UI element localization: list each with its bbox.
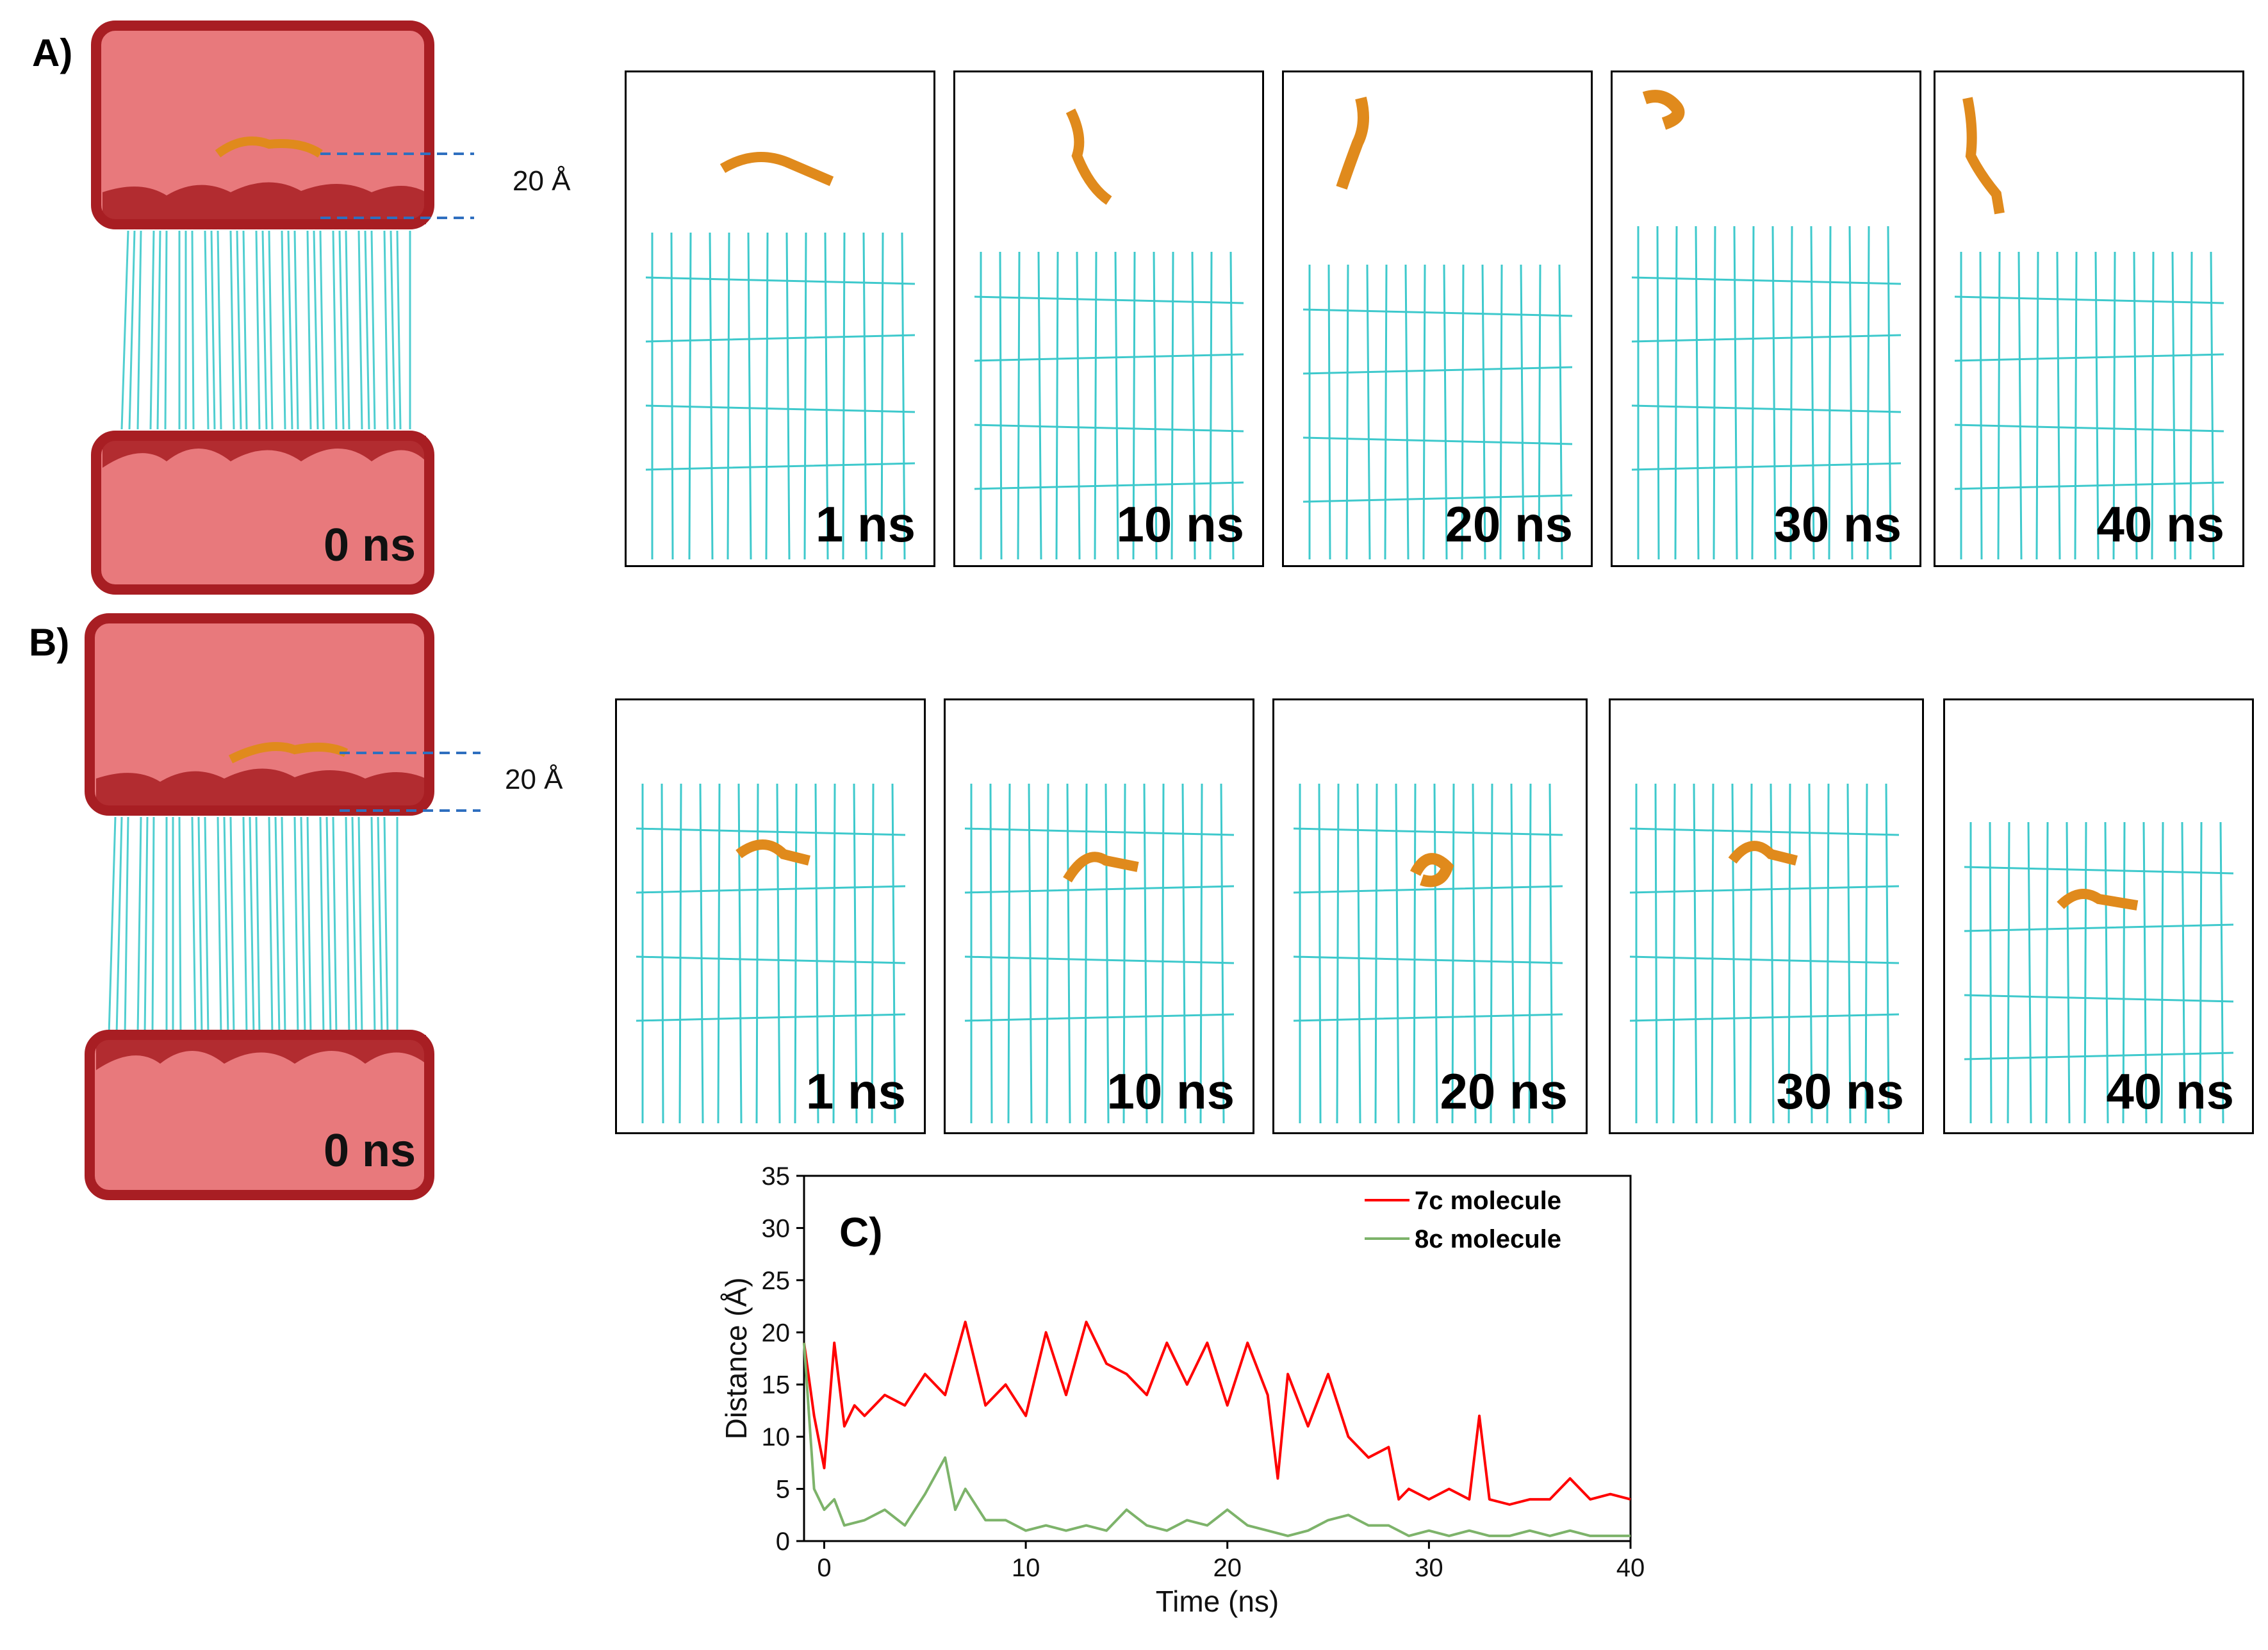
y-tick-label: 30	[762, 1214, 791, 1242]
panel-b-snapshot-40ns: 40 ns	[1943, 698, 2254, 1134]
x-tick-label: 40	[1616, 1554, 1645, 1582]
distance-time-chart: 0 5 10 15 20 25 30 35 0 10 20 30 40 Time (ns) Distance…	[719, 1162, 1645, 1618]
snapshot-time-label: 1 ns	[815, 496, 916, 552]
panel-b-system-time: 0 ns	[324, 1125, 416, 1176]
y-axis-label: Distance (Å)	[719, 1277, 753, 1439]
panel-a-snapshot-30ns: 30 ns	[1611, 70, 1921, 567]
panel-c-label: C)	[839, 1209, 883, 1255]
panel-b-label: B)	[29, 621, 70, 664]
panel-a-system-time: 0 ns	[324, 520, 416, 571]
y-tick-label: 10	[762, 1423, 791, 1451]
x-tick-label: 0	[817, 1554, 831, 1582]
x-tick-label: 30	[1415, 1554, 1443, 1582]
panel-b-system-image	[85, 613, 481, 1200]
y-tick-label: 25	[762, 1267, 791, 1295]
panel-b-snapshot-20ns: 20 ns	[1272, 698, 1588, 1134]
molecule-7c	[1642, 90, 1685, 130]
x-tick-label: 20	[1213, 1554, 1242, 1582]
panel-b-snapshot-30ns: 30 ns	[1609, 698, 1924, 1134]
y-tick-label: 35	[762, 1162, 791, 1191]
molecule-7c	[1336, 96, 1369, 190]
panel-a-snapshot-20ns: 20 ns	[1282, 70, 1593, 567]
snapshot-time-label: 30 ns	[1776, 1063, 1904, 1119]
snapshot-time-label: 40 ns	[2096, 496, 2224, 552]
snapshot-time-label: 10 ns	[1106, 1063, 1235, 1119]
snapshot-time-label: 10 ns	[1116, 496, 1244, 552]
y-tick-label: 5	[776, 1476, 790, 1504]
panel-a-label: A)	[32, 31, 73, 74]
lipid-bilayer	[120, 230, 411, 430]
panel-a-snapshot-1ns: 1 ns	[625, 70, 935, 567]
snapshot-time-label: 1 ns	[805, 1063, 906, 1119]
y-tick-label: 0	[776, 1528, 790, 1556]
molecule-7c	[719, 152, 834, 186]
panel-a-system-image	[91, 21, 474, 595]
molecule-8c	[1728, 841, 1798, 866]
legend-label: 8c molecule	[1415, 1225, 1561, 1253]
panel-b-snapshot-1ns: 1 ns	[615, 698, 926, 1134]
molecule-8c	[1409, 853, 1454, 887]
molecule-7c	[1962, 97, 2005, 215]
panel-a-snapshot-40ns: 40 ns	[1934, 70, 2244, 567]
panel-b-distance-label: 20 Å	[505, 764, 563, 795]
x-axis-label: Time (ns)	[1156, 1585, 1279, 1618]
molecule-8c	[735, 839, 810, 866]
molecule-7c-initial	[215, 136, 323, 158]
molecule-7c	[1065, 108, 1112, 205]
panel-a-distance-label: 20 Å	[513, 165, 571, 197]
snapshot-time-label: 20 ns	[1440, 1063, 1568, 1119]
y-tick-label: 15	[762, 1371, 791, 1399]
snapshot-time-label: 30 ns	[1773, 496, 1902, 552]
panel-b-snapshot-10ns: 10 ns	[944, 698, 1254, 1134]
series-line-7c	[803, 1321, 1631, 1506]
molecule-8c	[2057, 889, 2139, 911]
snapshot-time-label: 20 ns	[1445, 496, 1573, 552]
panel-a-snapshot-10ns: 10 ns	[953, 70, 1264, 567]
snapshot-time-label: 40 ns	[2106, 1063, 2234, 1119]
y-tick-label: 20	[762, 1319, 791, 1347]
x-tick-label: 10	[1012, 1554, 1040, 1582]
series-line-8c	[803, 1342, 1631, 1537]
molecule-8c-initial	[228, 742, 349, 764]
molecule-8c	[1063, 852, 1139, 883]
lipid-bilayer	[108, 816, 399, 1035]
legend-label: 7c molecule	[1415, 1187, 1561, 1215]
